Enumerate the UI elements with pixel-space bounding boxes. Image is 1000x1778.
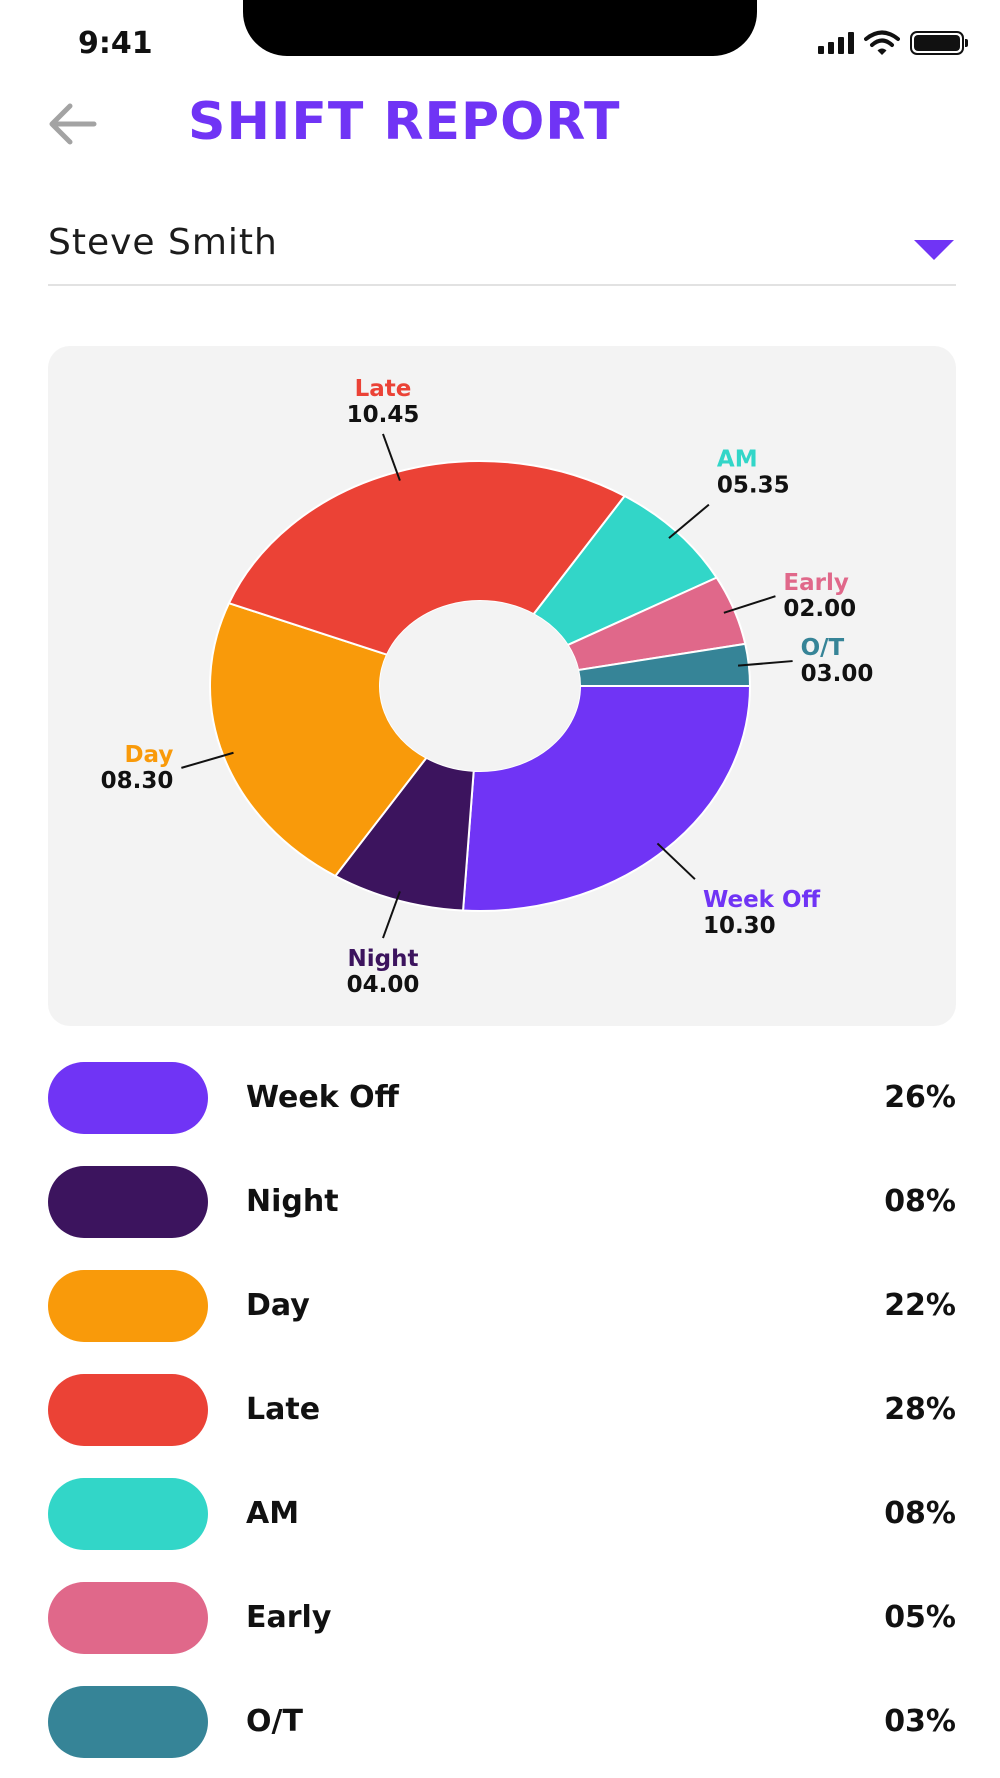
legend-swatch [48, 1062, 208, 1134]
legend-row-day[interactable]: Day 22% [48, 1270, 956, 1342]
slice-name-early: Early [783, 570, 848, 596]
cellular-signal-icon [818, 32, 854, 54]
donut-hole [380, 601, 580, 771]
legend-row-night[interactable]: Night 08% [48, 1166, 956, 1238]
status-icons [818, 30, 968, 56]
page-title: SHIFT REPORT [188, 92, 621, 152]
slice-name-week-off: Week Off [703, 887, 821, 913]
wifi-icon [864, 30, 900, 55]
legend-row-late[interactable]: Late 28% [48, 1374, 956, 1446]
legend-label: Night [246, 1184, 339, 1219]
legend-row-early[interactable]: Early 05% [48, 1582, 956, 1654]
slice-value-day: 08.30 [101, 768, 174, 794]
leader-line-day [181, 751, 234, 769]
legend-percent: 08% [884, 1184, 956, 1219]
status-time: 9:41 [78, 26, 153, 61]
slice-name-day: Day [124, 742, 173, 768]
employee-dropdown-value: Steve Smith [48, 222, 278, 263]
slice-value-late: 10.45 [347, 402, 420, 428]
legend-row-ot[interactable]: O/T 03% [48, 1686, 956, 1758]
legend-percent: 05% [884, 1600, 956, 1635]
shift-chart-card: Week Off 10.30 Night 04.00 Day 08.30 Late 10.45… [48, 346, 956, 1026]
legend-swatch [48, 1166, 208, 1238]
legend-label: Day [246, 1288, 310, 1323]
slice-value-am: 05.35 [717, 473, 790, 499]
leader-line-am [668, 503, 710, 539]
legend-percent: 26% [884, 1080, 956, 1115]
slice-value-week-off: 10.30 [703, 913, 776, 939]
legend-percent: 22% [884, 1288, 956, 1323]
legend-label: Early [246, 1600, 332, 1635]
leader-line-week-off [656, 842, 696, 880]
leader-line-late [382, 433, 401, 481]
slice-value-early: 02.00 [783, 596, 856, 622]
legend-row-week-off[interactable]: Week Off 26% [48, 1062, 956, 1134]
slice-name-am: AM [717, 447, 758, 473]
legend-label: Late [246, 1392, 321, 1427]
legend-swatch [48, 1374, 208, 1446]
legend-swatch [48, 1582, 208, 1654]
caret-down-icon [914, 240, 954, 260]
arrow-left-icon [49, 103, 97, 145]
legend-swatch [48, 1478, 208, 1550]
battery-icon [910, 31, 968, 55]
legend-label: AM [246, 1496, 300, 1531]
employee-dropdown[interactable]: Steve Smith [48, 212, 956, 286]
leader-line-o-t [737, 660, 793, 667]
legend-swatch [48, 1270, 208, 1342]
slice-value-night: 04.00 [347, 972, 420, 998]
legend-percent: 28% [884, 1392, 956, 1427]
legend-swatch [48, 1686, 208, 1758]
back-button[interactable] [44, 100, 100, 148]
status-bar: 9:41 [0, 0, 1000, 80]
device-notch [243, 0, 757, 56]
legend-percent: 08% [884, 1496, 956, 1531]
leader-line-night [382, 891, 401, 939]
legend-label: O/T [246, 1704, 303, 1739]
legend-row-am[interactable]: AM 08% [48, 1478, 956, 1550]
slice-name-night: Night [347, 946, 418, 972]
leader-line-early [723, 595, 776, 614]
slice-value-o-t: 03.00 [801, 661, 874, 687]
slice-name-late: Late [355, 376, 412, 402]
slice-name-o-t: O/T [801, 635, 845, 661]
legend-percent: 03% [884, 1704, 956, 1739]
legend-label: Week Off [246, 1080, 399, 1115]
